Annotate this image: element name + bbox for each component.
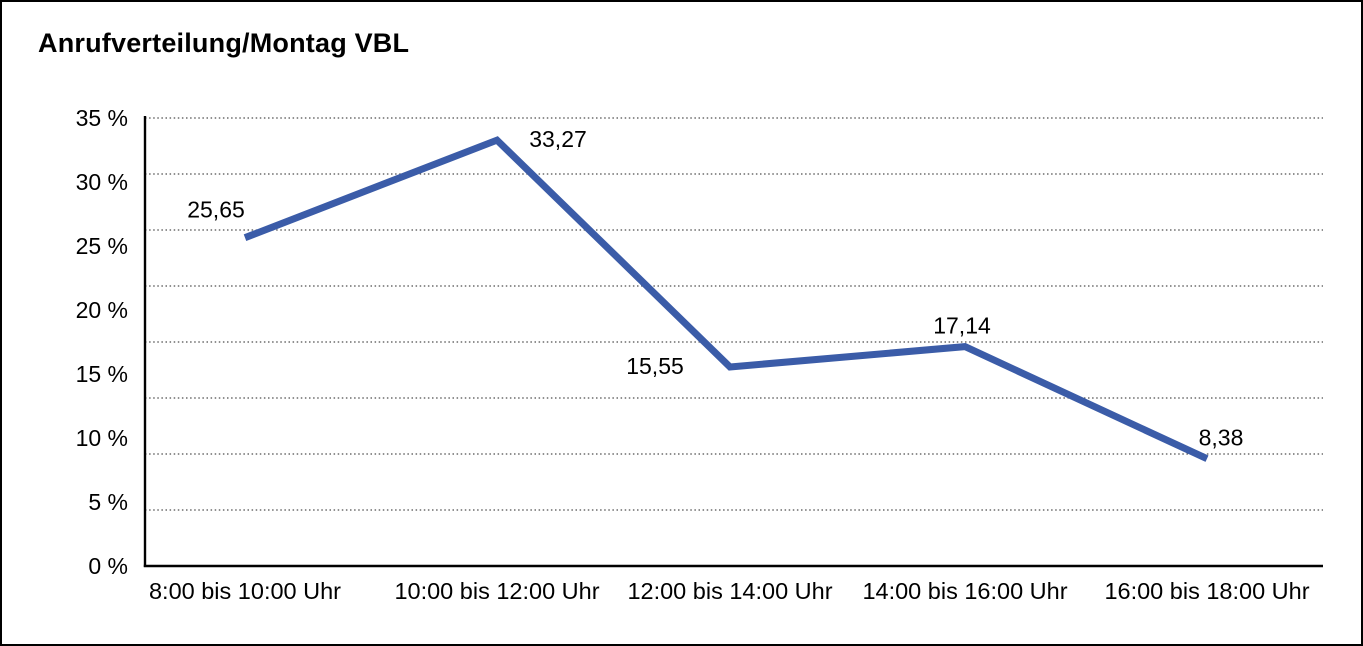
data-point-label: 8,38 (1199, 425, 1244, 451)
data-point-label: 25,65 (187, 197, 245, 223)
y-axis-tick-label: 35 % (76, 105, 128, 131)
y-axis-tick-label: 0 % (88, 553, 128, 579)
y-axis-tick-label: 15 % (76, 361, 128, 387)
y-axis-tick-label: 30 % (76, 169, 128, 195)
x-axis-category-label: 14:00 bis 16:00 Uhr (862, 578, 1067, 604)
x-axis-category-label: 8:00 bis 10:00 Uhr (149, 578, 341, 604)
x-axis-category-label: 12:00 bis 14:00 Uhr (627, 578, 832, 604)
data-point-label: 17,14 (933, 313, 991, 339)
y-axis-tick-label: 5 % (88, 489, 128, 515)
y-axis-tick-label: 20 % (76, 297, 128, 323)
x-axis-category-label: 16:00 bis 18:00 Uhr (1104, 578, 1309, 604)
chart-title: Anrufverteilung/Montag VBL (38, 28, 410, 58)
data-series-line (243, 136, 1209, 462)
data-point-label: 33,27 (529, 126, 587, 152)
data-point-label: 15,55 (626, 353, 684, 379)
y-axis-tick-label: 10 % (76, 425, 128, 451)
y-axis-tick-label: 25 % (76, 233, 128, 259)
x-axis-category-label: 10:00 bis 12:00 Uhr (394, 578, 599, 604)
